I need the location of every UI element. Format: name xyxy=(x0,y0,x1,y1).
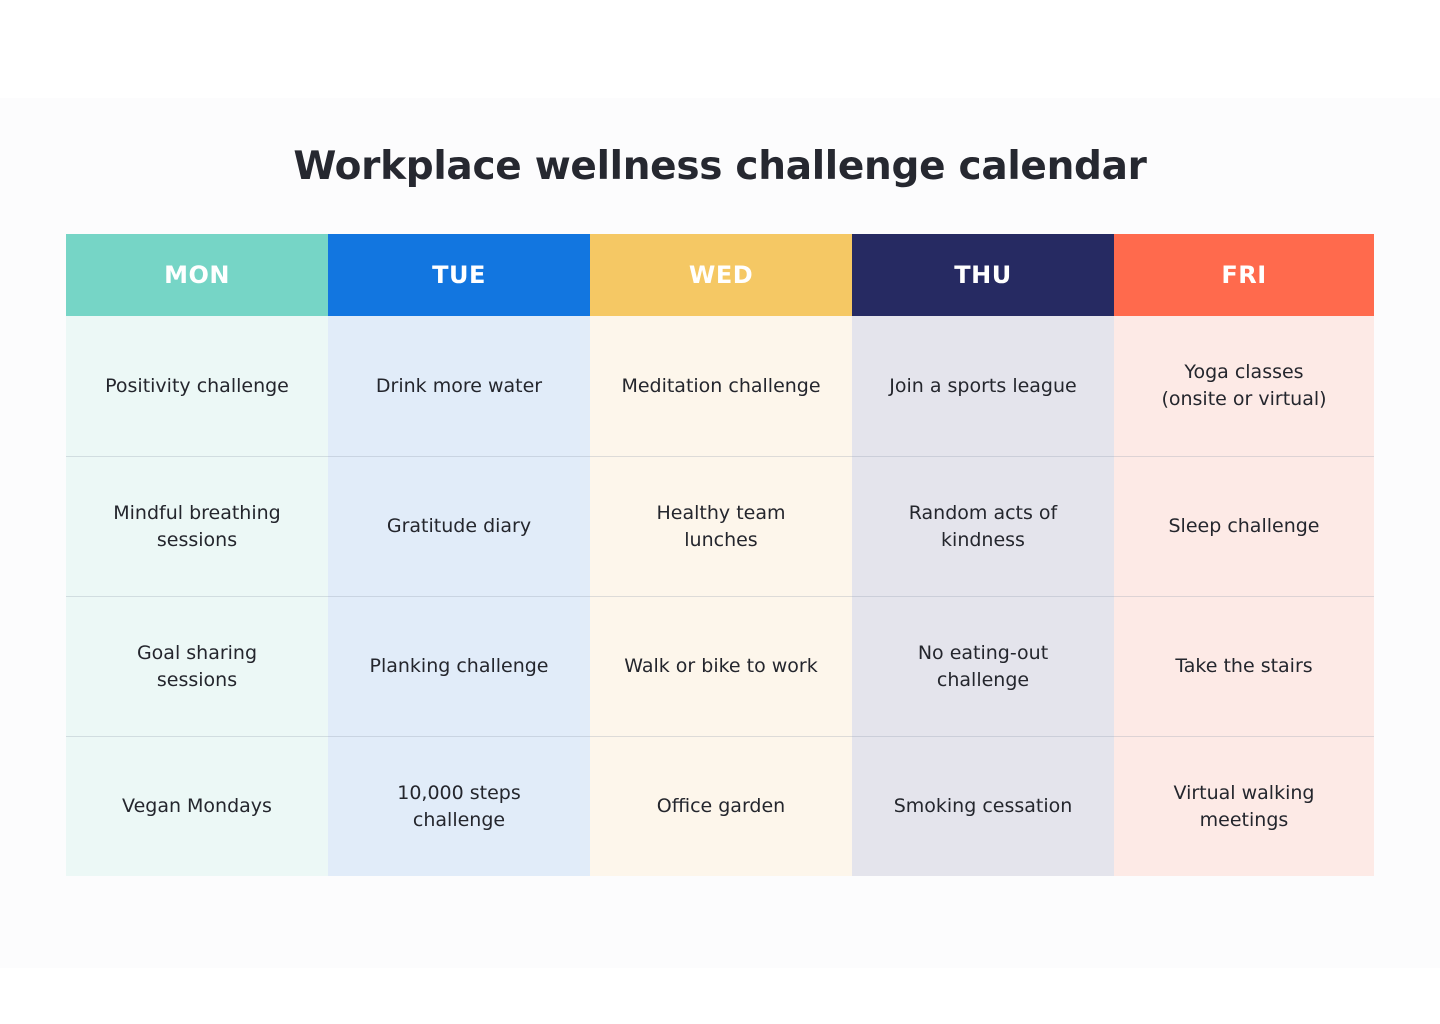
cell-tue-3: Planking challenge xyxy=(328,596,590,736)
cell-text: Gratitude diary xyxy=(386,515,532,537)
cell-text: Meditation challenge xyxy=(621,374,821,397)
header-mon: MON xyxy=(66,234,328,316)
cell-tue-1: Drink more water xyxy=(328,316,590,456)
header-wed: WED xyxy=(590,234,852,316)
cell-text: 10,000 steps challenge xyxy=(397,781,521,831)
cell-mon-2: Mindful breathing sessions xyxy=(66,456,328,596)
page-title: Workplace wellness challenge calendar xyxy=(293,144,1147,189)
cell-text: Join a sports league xyxy=(889,374,1077,397)
cell-wed-4: Office garden xyxy=(590,736,852,876)
cell-text: Vegan Mondays xyxy=(122,795,272,817)
cell-text: Take the stairs xyxy=(1175,655,1313,677)
cell-text: No eating-out challenge xyxy=(917,641,1049,691)
cell-tue-4: 10,000 steps challenge xyxy=(328,736,590,876)
cell-fri-1: Yoga classes (onsite or virtual) xyxy=(1114,316,1374,456)
cell-text: Walk or bike to work xyxy=(624,655,818,677)
column-thu: THU Join a sports league Random acts of … xyxy=(852,234,1114,880)
cell-text: Mindful breathing sessions xyxy=(113,501,281,551)
cell-text: Smoking cessation xyxy=(893,795,1073,817)
cell-text: Goal sharing sessions xyxy=(136,641,258,691)
cell-thu-2: Random acts of kindness xyxy=(852,456,1114,596)
column-mon: MON Positivity challenge Mindful breathi… xyxy=(66,234,328,880)
cell-text: Healthy team lunches xyxy=(656,501,786,551)
cell-text: Positivity challenge xyxy=(105,374,289,397)
cell-text: Virtual walking meetings xyxy=(1173,781,1315,831)
cell-fri-3: Take the stairs xyxy=(1114,596,1374,736)
cell-wed-3: Walk or bike to work xyxy=(590,596,852,736)
cell-tue-2: Gratitude diary xyxy=(328,456,590,596)
cell-mon-1: Positivity challenge xyxy=(66,316,328,456)
cell-text: Yoga classes (onsite or virtual) xyxy=(1161,361,1327,410)
column-wed: WED Meditation challenge Healthy team lu… xyxy=(590,234,852,880)
cell-text: Office garden xyxy=(656,795,786,817)
cell-thu-1: Join a sports league xyxy=(852,316,1114,456)
cell-mon-4: Vegan Mondays xyxy=(66,736,328,876)
calendar-grid: MON Positivity challenge Mindful breathi… xyxy=(66,234,1374,880)
header-thu: THU xyxy=(852,234,1114,316)
cell-text: Sleep challenge xyxy=(1168,515,1320,537)
cell-thu-3: No eating-out challenge xyxy=(852,596,1114,736)
column-tue: TUE Drink more water Gratitude diary Pla… xyxy=(328,234,590,880)
cell-fri-4: Virtual walking meetings xyxy=(1114,736,1374,876)
column-fri: FRI Yoga classes (onsite or virtual) Sle… xyxy=(1114,234,1374,880)
cell-fri-2: Sleep challenge xyxy=(1114,456,1374,596)
cell-wed-1: Meditation challenge xyxy=(590,316,852,456)
cell-text: Random acts of kindness xyxy=(908,501,1058,551)
cell-mon-3: Goal sharing sessions xyxy=(66,596,328,736)
header-fri: FRI xyxy=(1114,234,1374,316)
header-tue: TUE xyxy=(328,234,590,316)
cell-text: Drink more water xyxy=(375,374,543,397)
cell-wed-2: Healthy team lunches xyxy=(590,456,852,596)
cell-text: Planking challenge xyxy=(369,655,549,677)
cell-thu-4: Smoking cessation xyxy=(852,736,1114,876)
